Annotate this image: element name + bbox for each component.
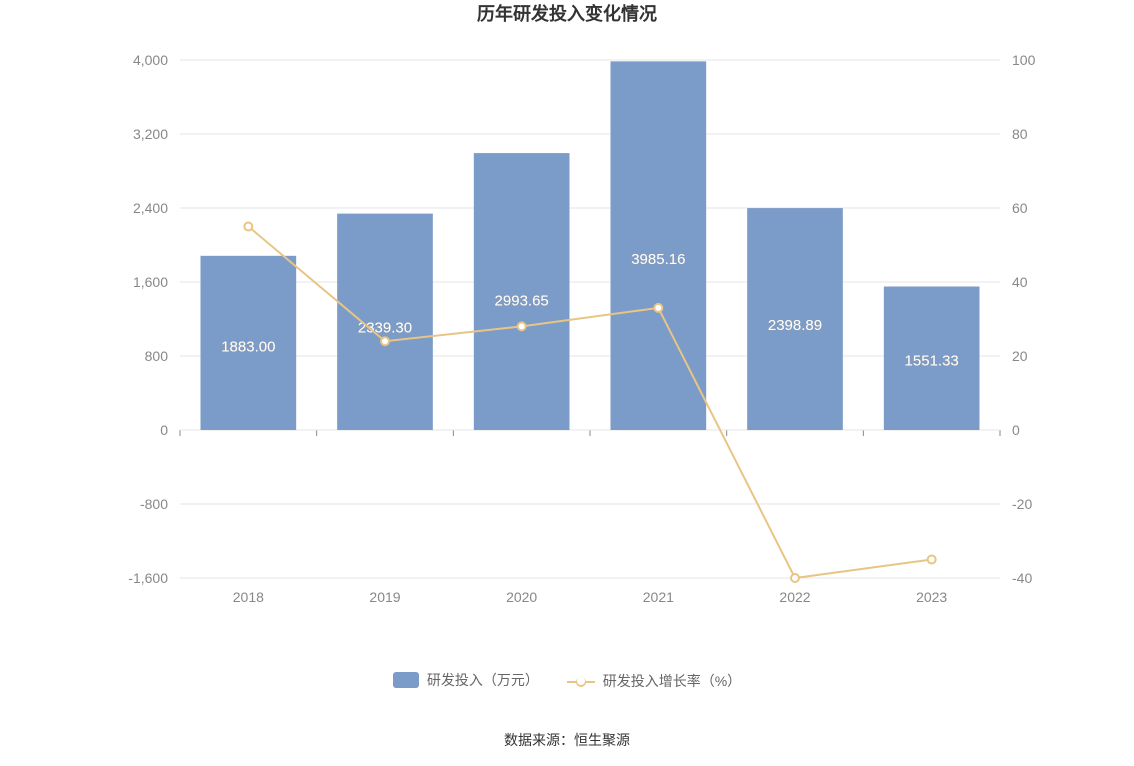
svg-text:100: 100 [1012, 52, 1036, 68]
bar-value-label: 3985.16 [631, 251, 685, 268]
growth-marker [244, 223, 252, 231]
growth-marker [381, 337, 389, 345]
svg-text:20: 20 [1012, 348, 1028, 364]
svg-text:0: 0 [160, 422, 168, 438]
svg-text:2023: 2023 [916, 589, 947, 605]
legend: 研发投入（万元） 研发投入增长率（%） [0, 670, 1134, 691]
svg-text:2019: 2019 [369, 589, 400, 605]
legend-item-bar: 研发投入（万元） [393, 670, 539, 690]
svg-text:-1,600: -1,600 [128, 570, 168, 586]
svg-text:-40: -40 [1012, 570, 1032, 586]
svg-text:3,200: 3,200 [133, 126, 168, 142]
svg-text:2020: 2020 [506, 589, 537, 605]
data-source: 数据来源：恒生聚源 [0, 730, 1134, 750]
svg-text:0: 0 [1012, 422, 1020, 438]
svg-text:60: 60 [1012, 200, 1028, 216]
svg-text:2022: 2022 [779, 589, 810, 605]
legend-item-line: 研发投入增长率（%） [567, 671, 741, 691]
bar-value-label: 2993.65 [495, 292, 549, 309]
growth-marker [518, 322, 526, 330]
bar-value-label: 2339.30 [358, 320, 412, 337]
combo-chart: -1,600 -40 -800 -20 0 0 800 20 1,600 40 2,400 60 3,2… [0, 0, 1134, 640]
svg-text:-20: -20 [1012, 496, 1032, 512]
bar-swatch [393, 672, 419, 688]
svg-text:40: 40 [1012, 274, 1028, 290]
bar-value-label: 2398.89 [768, 317, 822, 334]
bar-value-label: 1551.33 [905, 352, 959, 369]
svg-text:2,400: 2,400 [133, 200, 168, 216]
svg-text:2018: 2018 [233, 589, 264, 605]
svg-text:2021: 2021 [643, 589, 674, 605]
line-swatch [567, 675, 595, 687]
growth-marker [654, 304, 662, 312]
svg-text:4,000: 4,000 [133, 52, 168, 68]
svg-text:1,600: 1,600 [133, 274, 168, 290]
svg-text:800: 800 [145, 348, 169, 364]
legend-line-label: 研发投入增长率（%） [603, 671, 741, 691]
svg-text:-800: -800 [140, 496, 168, 512]
growth-marker [791, 574, 799, 582]
svg-text:80: 80 [1012, 126, 1028, 142]
legend-bar-label: 研发投入（万元） [427, 670, 539, 690]
growth-marker [928, 556, 936, 564]
bar-value-label: 1883.00 [221, 339, 275, 356]
